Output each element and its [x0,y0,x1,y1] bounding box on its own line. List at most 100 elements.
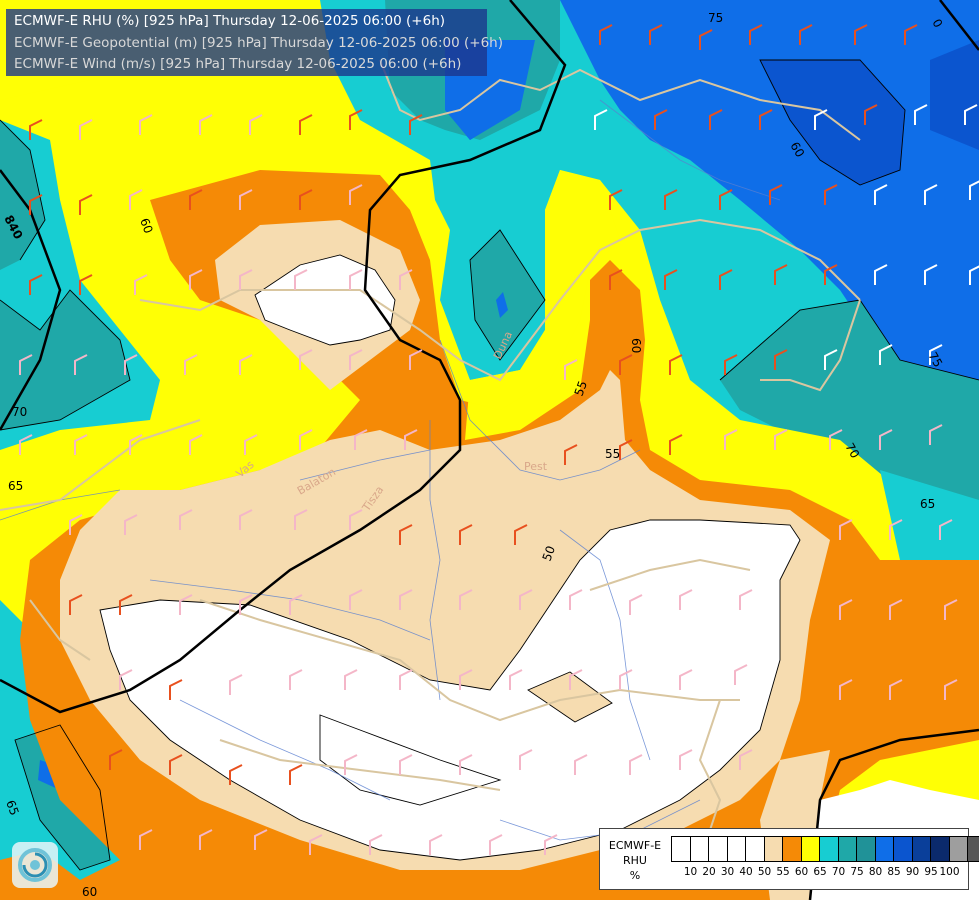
wind-barb [569,589,583,610]
wind-barb [349,349,363,370]
wind-barb [399,754,413,775]
wind-barb [739,589,753,610]
wind-barb [239,354,253,375]
wind-barb [179,594,193,615]
wind-barb [244,434,258,455]
wind-barb [649,24,663,45]
wind-barb [79,274,93,295]
contour-label: 60 [787,140,807,160]
wind-barb [349,269,363,290]
contour-label: 55 [605,447,620,461]
wind-barb [719,189,733,210]
wind-barb [199,114,213,135]
rhu-legend: ECMWF-E RHU % 10 20 30 40 50 55 60 65 70 75 80 85 90… [599,828,979,890]
wind-barb [169,679,183,700]
wind-barb [774,429,788,450]
legend-title-unit: % [629,869,641,882]
wind-barb [654,109,668,130]
contour-label: 75 [925,350,945,370]
wind-barb [679,669,693,690]
legend-tick: 95 [924,866,938,878]
wind-barb [544,834,558,855]
wind-barb [749,24,763,45]
wind-barb [239,509,253,530]
wind-barb [839,519,853,540]
wind-barb [239,189,253,210]
wind-barb [119,594,133,615]
wind-barb [294,509,308,530]
place-label: Pest [524,460,548,473]
wind-barb [289,764,303,785]
wind-barb [609,189,623,210]
wind-barb [309,834,323,855]
wind-barb [299,189,313,210]
wind-barb [699,29,713,50]
legend-swatch [672,837,691,861]
legend-tick: 90 [905,866,920,878]
wind-barb [349,509,363,530]
wind-barb [734,664,748,685]
wind-barb [944,679,958,700]
wind-barb [69,594,83,615]
legend-tick: 55 [776,866,790,878]
wind-barb [629,754,643,775]
rhu-area-50 [100,520,800,860]
wind-barb [619,669,633,690]
wind-barb [769,184,783,205]
wind-barb [129,434,143,455]
wind-barb [839,599,853,620]
legend-swatch [875,837,894,861]
wind-barb [924,264,938,285]
legend-swatch [949,837,968,861]
wind-barb [229,764,243,785]
legend-swatch [690,837,709,861]
wind-barb [199,829,213,850]
legend-swatch [931,837,950,861]
wind-barb [119,669,133,690]
wind-barb [599,24,613,45]
legend-swatch [838,837,857,861]
header-panel [6,9,487,76]
wind-barb [189,434,203,455]
wind-barb [124,514,138,535]
wind-barb [79,119,93,140]
wind-barb [404,429,418,450]
wind-barb [669,354,683,375]
contour-label: 50 [540,544,558,563]
wind-barb [664,269,678,290]
wind-barb [864,104,878,125]
wind-barb [724,429,738,450]
legend-swatches [671,836,979,862]
wind-barb [904,24,918,45]
wind-barb [19,354,33,375]
wind-barb [489,834,503,855]
wind-barb [289,594,303,615]
wind-barb [409,349,423,370]
ecmwf-swirl-icon [12,842,58,888]
wind-barb [889,599,903,620]
wind-barb [509,669,523,690]
wind-barb [459,589,473,610]
wind-barb [829,429,843,450]
legend-swatch [857,837,876,861]
contour-label: 60 [137,216,155,235]
wind-barbs [19,24,979,855]
wind-barb [724,354,738,375]
wind-barb [79,194,93,215]
contour-label: 75 [708,11,723,25]
wind-barb [299,349,313,370]
legend-tick: 10 [683,866,698,878]
legend-swatch [727,837,746,861]
wind-barb [924,184,938,205]
wind-barb [349,184,363,205]
legend-tick: 75 [850,866,864,878]
wind-barb [839,679,853,700]
wind-barb [679,589,693,610]
wind-barb [74,354,88,375]
wind-barb [799,24,813,45]
contour-label: 70 [842,441,862,461]
wind-barb [609,269,623,290]
wind-barb [249,114,263,135]
rivers [0,99,781,841]
wind-barb [969,180,979,200]
